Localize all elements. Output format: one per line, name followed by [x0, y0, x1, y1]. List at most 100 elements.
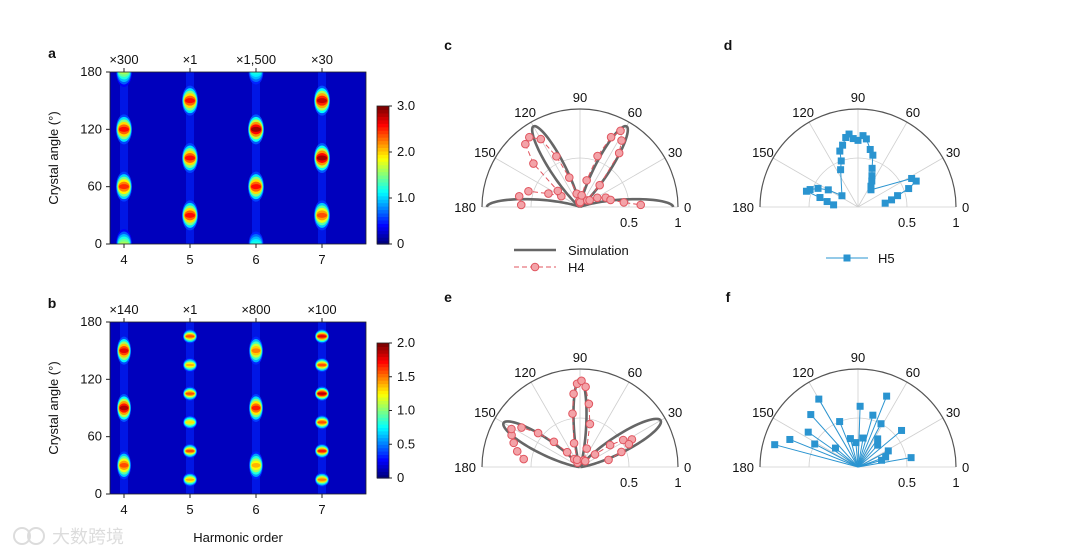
- y-tick-label: 60: [88, 429, 102, 444]
- x-tick-label: 7: [318, 252, 325, 267]
- colorbar-segment: [377, 403, 389, 408]
- angle-label: 120: [514, 105, 536, 120]
- colorbar-segment: [377, 199, 389, 204]
- data-point-h4: [519, 454, 529, 464]
- data-point-h5: [814, 184, 822, 192]
- data-point-h5: [867, 182, 875, 190]
- colorbar-segment: [377, 420, 389, 425]
- data-point-h5: [836, 418, 844, 426]
- data-point-h4: [636, 200, 646, 210]
- polar-c: 180 150 120 90 60 30 0 0.5 1 c Simulation H4: [444, 37, 691, 275]
- data-point-h4: [521, 139, 530, 149]
- peak-h7-3-l5: [317, 392, 327, 395]
- data-point-h5: [845, 130, 853, 138]
- data-point-h5: [837, 166, 845, 174]
- data-point-h4: [553, 186, 563, 196]
- data-point-h5: [877, 420, 885, 428]
- radius-label: 0.5: [620, 475, 638, 490]
- data-point-h4: [624, 439, 634, 449]
- legend-h5-marker: [843, 254, 851, 262]
- data-point-h4: [509, 438, 518, 448]
- peak-h7-1-l5: [317, 155, 327, 161]
- y-axis-label: Crystal angle (°): [46, 111, 61, 204]
- peak-h4-3-l5: [119, 72, 129, 75]
- data-point-h5: [874, 435, 882, 443]
- data-spoke: [835, 447, 859, 468]
- colorbar-segment: [377, 147, 389, 152]
- colorbar-segment: [377, 209, 389, 214]
- data-point-h5: [859, 434, 867, 442]
- data-point-h4: [581, 382, 590, 392]
- colorbar-segment: [377, 112, 389, 117]
- colorbar-segment: [377, 440, 389, 445]
- scale-factor-label: ×140: [109, 302, 138, 317]
- colorbar-segment: [377, 212, 389, 217]
- data-point-h4: [618, 435, 628, 445]
- data-spoke: [839, 421, 859, 468]
- colorbar-segment: [377, 471, 389, 476]
- data-point-h5: [852, 439, 860, 447]
- data-spoke: [818, 398, 859, 468]
- colorbar-segment: [377, 230, 389, 235]
- harmonic-streak-7: [318, 322, 326, 494]
- angle-label: 180: [454, 460, 476, 475]
- peak-h7-1-l5: [317, 449, 327, 453]
- colorbar-segment: [377, 185, 389, 190]
- peak-h7-0-l5: [317, 478, 327, 481]
- angle-label: 90: [851, 350, 865, 365]
- peak-h7-0-l5: [317, 212, 327, 218]
- data-point-h4: [524, 186, 533, 196]
- data-point-h4: [552, 152, 561, 161]
- radius-label: 0.5: [620, 215, 638, 230]
- data-spoke: [774, 444, 859, 468]
- peak-h5-2-l5: [185, 98, 195, 104]
- data-spoke: [857, 430, 902, 468]
- colorbar-segment: [377, 119, 389, 124]
- colorbar-segment: [377, 424, 389, 428]
- angle-label: 60: [628, 105, 642, 120]
- data-point-h4: [562, 447, 572, 457]
- data-point-h5: [856, 402, 864, 410]
- x-tick-label: 6: [252, 502, 259, 517]
- polar-grid-ring: [808, 157, 908, 208]
- data-spoke: [810, 414, 859, 468]
- data-point-h5: [839, 141, 847, 149]
- data-point-h5: [807, 411, 815, 419]
- data-point-h5: [771, 441, 779, 449]
- data-point-h5: [907, 454, 915, 462]
- angle-label: 180: [454, 200, 476, 215]
- peak-h5-5-l5: [185, 335, 195, 338]
- data-spoke: [857, 406, 861, 468]
- peak-h5-2-l5: [185, 421, 195, 424]
- polar-outer-ring: [759, 108, 957, 208]
- colorbar-tick-label: 0: [397, 236, 404, 251]
- colorbar-segment: [377, 461, 389, 466]
- angle-label: 30: [668, 145, 682, 160]
- peak-h7-4-l5: [317, 363, 327, 367]
- colorbar-segment: [377, 407, 389, 412]
- colorbar-segment: [377, 430, 389, 435]
- polar-f: 180 150 120 90 60 30 0 0.5 1 f: [726, 289, 970, 490]
- y-tick-label: 0: [95, 236, 102, 251]
- x-axis-label: Harmonic order: [193, 530, 283, 545]
- scale-factor-label: ×30: [311, 52, 333, 67]
- colorbar-segment: [377, 359, 389, 364]
- x-tick-label: 5: [186, 502, 193, 517]
- peak-h6-2-l5: [251, 348, 261, 353]
- colorbar-segment: [377, 223, 389, 228]
- data-point-h4: [605, 440, 615, 450]
- colorbar-segment: [377, 346, 389, 351]
- colorbar-tick-label: 1.0: [397, 403, 415, 418]
- colorbar-frame: [376, 105, 390, 245]
- data-point-h5: [884, 447, 892, 455]
- colorbar-segment: [377, 168, 389, 173]
- data-point-h5: [823, 198, 831, 206]
- panel-label-d: d: [724, 37, 733, 53]
- heatmap-frame: [109, 71, 367, 245]
- watermark-logo-icon-2: [27, 527, 45, 545]
- scale-factor-label: ×800: [241, 302, 270, 317]
- colorbar-segment: [377, 457, 389, 462]
- polar-outer-ring: [759, 368, 957, 468]
- heatmap-frame: [109, 321, 367, 495]
- colorbar-segment: [377, 175, 389, 180]
